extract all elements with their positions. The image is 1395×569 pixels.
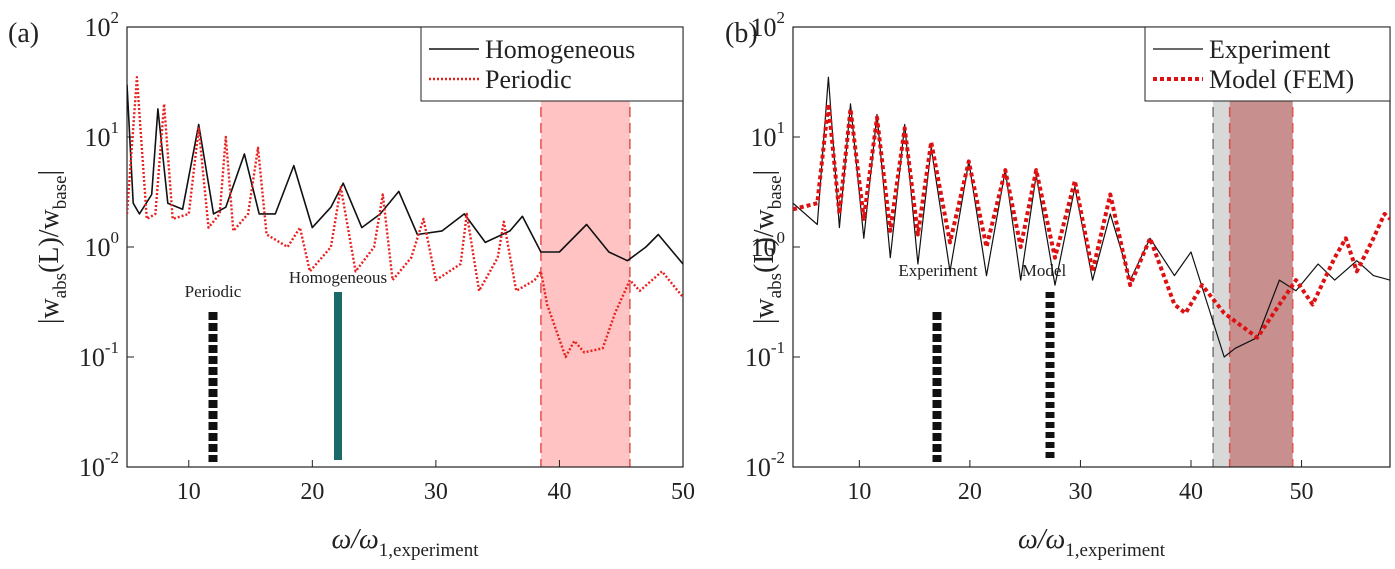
y-tick-power: 2	[777, 8, 786, 27]
y-label-text: |w	[34, 298, 65, 325]
legend-box	[420, 26, 684, 102]
x-tick-label: 50	[671, 479, 695, 505]
y-tick-power: 0	[777, 228, 786, 247]
y-label-text: |	[749, 170, 780, 176]
y-label-text: (L)/w	[749, 208, 780, 273]
x-tick-label: 30	[1068, 479, 1092, 505]
y-tick-base: 10	[751, 13, 777, 42]
annotation: Experiment	[898, 261, 978, 280]
y-tick-label: 10-1	[79, 338, 119, 372]
y-tick-base: 10	[751, 123, 777, 152]
y-tick-base: 10	[79, 343, 105, 372]
y-label-sub: base	[765, 175, 786, 209]
annotation: Homogeneous	[289, 268, 387, 287]
data-line	[127, 76, 683, 359]
y-tick-base: 10	[85, 233, 111, 262]
y-tick-label: 100	[751, 228, 786, 262]
y-label-text: |w	[749, 298, 780, 325]
legend-label: Periodic	[485, 65, 572, 94]
x-label-sub: 1,experiment	[1065, 540, 1165, 561]
annotation: Model	[1022, 261, 1067, 280]
x-label-text: ω/ω	[1018, 524, 1065, 555]
legend-label: Homogeneous	[485, 35, 635, 64]
y-tick-power: -1	[771, 338, 785, 357]
y-tick-power: 1	[777, 118, 786, 137]
y-tick-base: 10	[79, 453, 105, 482]
y-tick-label: 100	[85, 228, 120, 262]
y-tick-label: 102	[85, 8, 120, 42]
x-tick-label: 20	[300, 479, 324, 505]
y-tick-power: -2	[771, 448, 785, 467]
legend-label: Model (FEM)	[1209, 65, 1354, 94]
highlight-band	[1213, 27, 1230, 467]
x-tick-label: 40	[547, 479, 571, 505]
y-axis-label: |wabs(L)/wbase|	[34, 170, 71, 324]
x-tick-label: 30	[424, 479, 448, 505]
legend-box	[1144, 26, 1391, 102]
y-axis-label: |wabs(L)/wbase|	[749, 170, 786, 324]
y-tick-power: -1	[105, 338, 119, 357]
x-axis-label: ω/ω1,experiment	[1018, 524, 1166, 561]
y-tick-label: 10-1	[745, 338, 785, 372]
x-label-text: ω/ω	[331, 524, 378, 555]
y-label-sub: abs	[50, 273, 71, 298]
x-tick-label: 10	[847, 479, 871, 505]
y-tick-label: 10-2	[745, 448, 785, 482]
y-label-text: (L)/w	[34, 208, 65, 273]
annotation: Periodic	[185, 282, 242, 301]
panel-label: (b)	[725, 18, 758, 49]
y-tick-label: 102	[751, 8, 786, 42]
y-tick-base: 10	[85, 123, 111, 152]
y-tick-power: 1	[111, 118, 120, 137]
y-tick-base: 10	[745, 453, 771, 482]
y-label-text: |	[34, 170, 65, 176]
y-tick-base: 10	[745, 343, 771, 372]
y-tick-power: 0	[111, 228, 120, 247]
y-label-sub: base	[50, 175, 71, 209]
y-tick-power: -2	[105, 448, 119, 467]
x-tick-label: 10	[177, 479, 201, 505]
x-tick-label: 40	[1179, 479, 1203, 505]
y-tick-label: 101	[85, 118, 120, 152]
y-label-sub: abs	[765, 273, 786, 298]
x-tick-label: 50	[1290, 479, 1314, 505]
y-tick-base: 10	[751, 233, 777, 262]
data-line	[793, 101, 1390, 340]
y-tick-label: 10-2	[79, 448, 119, 482]
y-tick-base: 10	[85, 13, 111, 42]
y-tick-power: 2	[111, 8, 120, 27]
x-label-sub: 1,experiment	[379, 540, 479, 561]
legend-label: Experiment	[1209, 35, 1331, 64]
x-axis-label: ω/ω1,experiment	[331, 524, 479, 561]
panel-label: (a)	[8, 18, 39, 49]
y-tick-label: 101	[751, 118, 786, 152]
data-line	[127, 84, 683, 265]
data-line	[793, 76, 1390, 358]
x-tick-label: 20	[958, 479, 982, 505]
